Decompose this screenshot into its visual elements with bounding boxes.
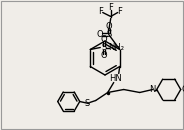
Text: F: F [108, 3, 113, 12]
Text: O: O [96, 30, 103, 39]
Text: O: O [101, 35, 108, 44]
Text: S: S [106, 30, 111, 39]
Text: F: F [117, 7, 122, 16]
Text: O: O [101, 51, 108, 60]
Text: F: F [98, 7, 103, 16]
Text: S: S [102, 43, 107, 52]
Text: O: O [105, 22, 112, 31]
Text: O: O [182, 85, 184, 94]
Text: N: N [149, 85, 156, 94]
Text: HN: HN [109, 74, 122, 83]
Text: NH₂: NH₂ [108, 43, 124, 52]
Text: S: S [84, 99, 89, 108]
